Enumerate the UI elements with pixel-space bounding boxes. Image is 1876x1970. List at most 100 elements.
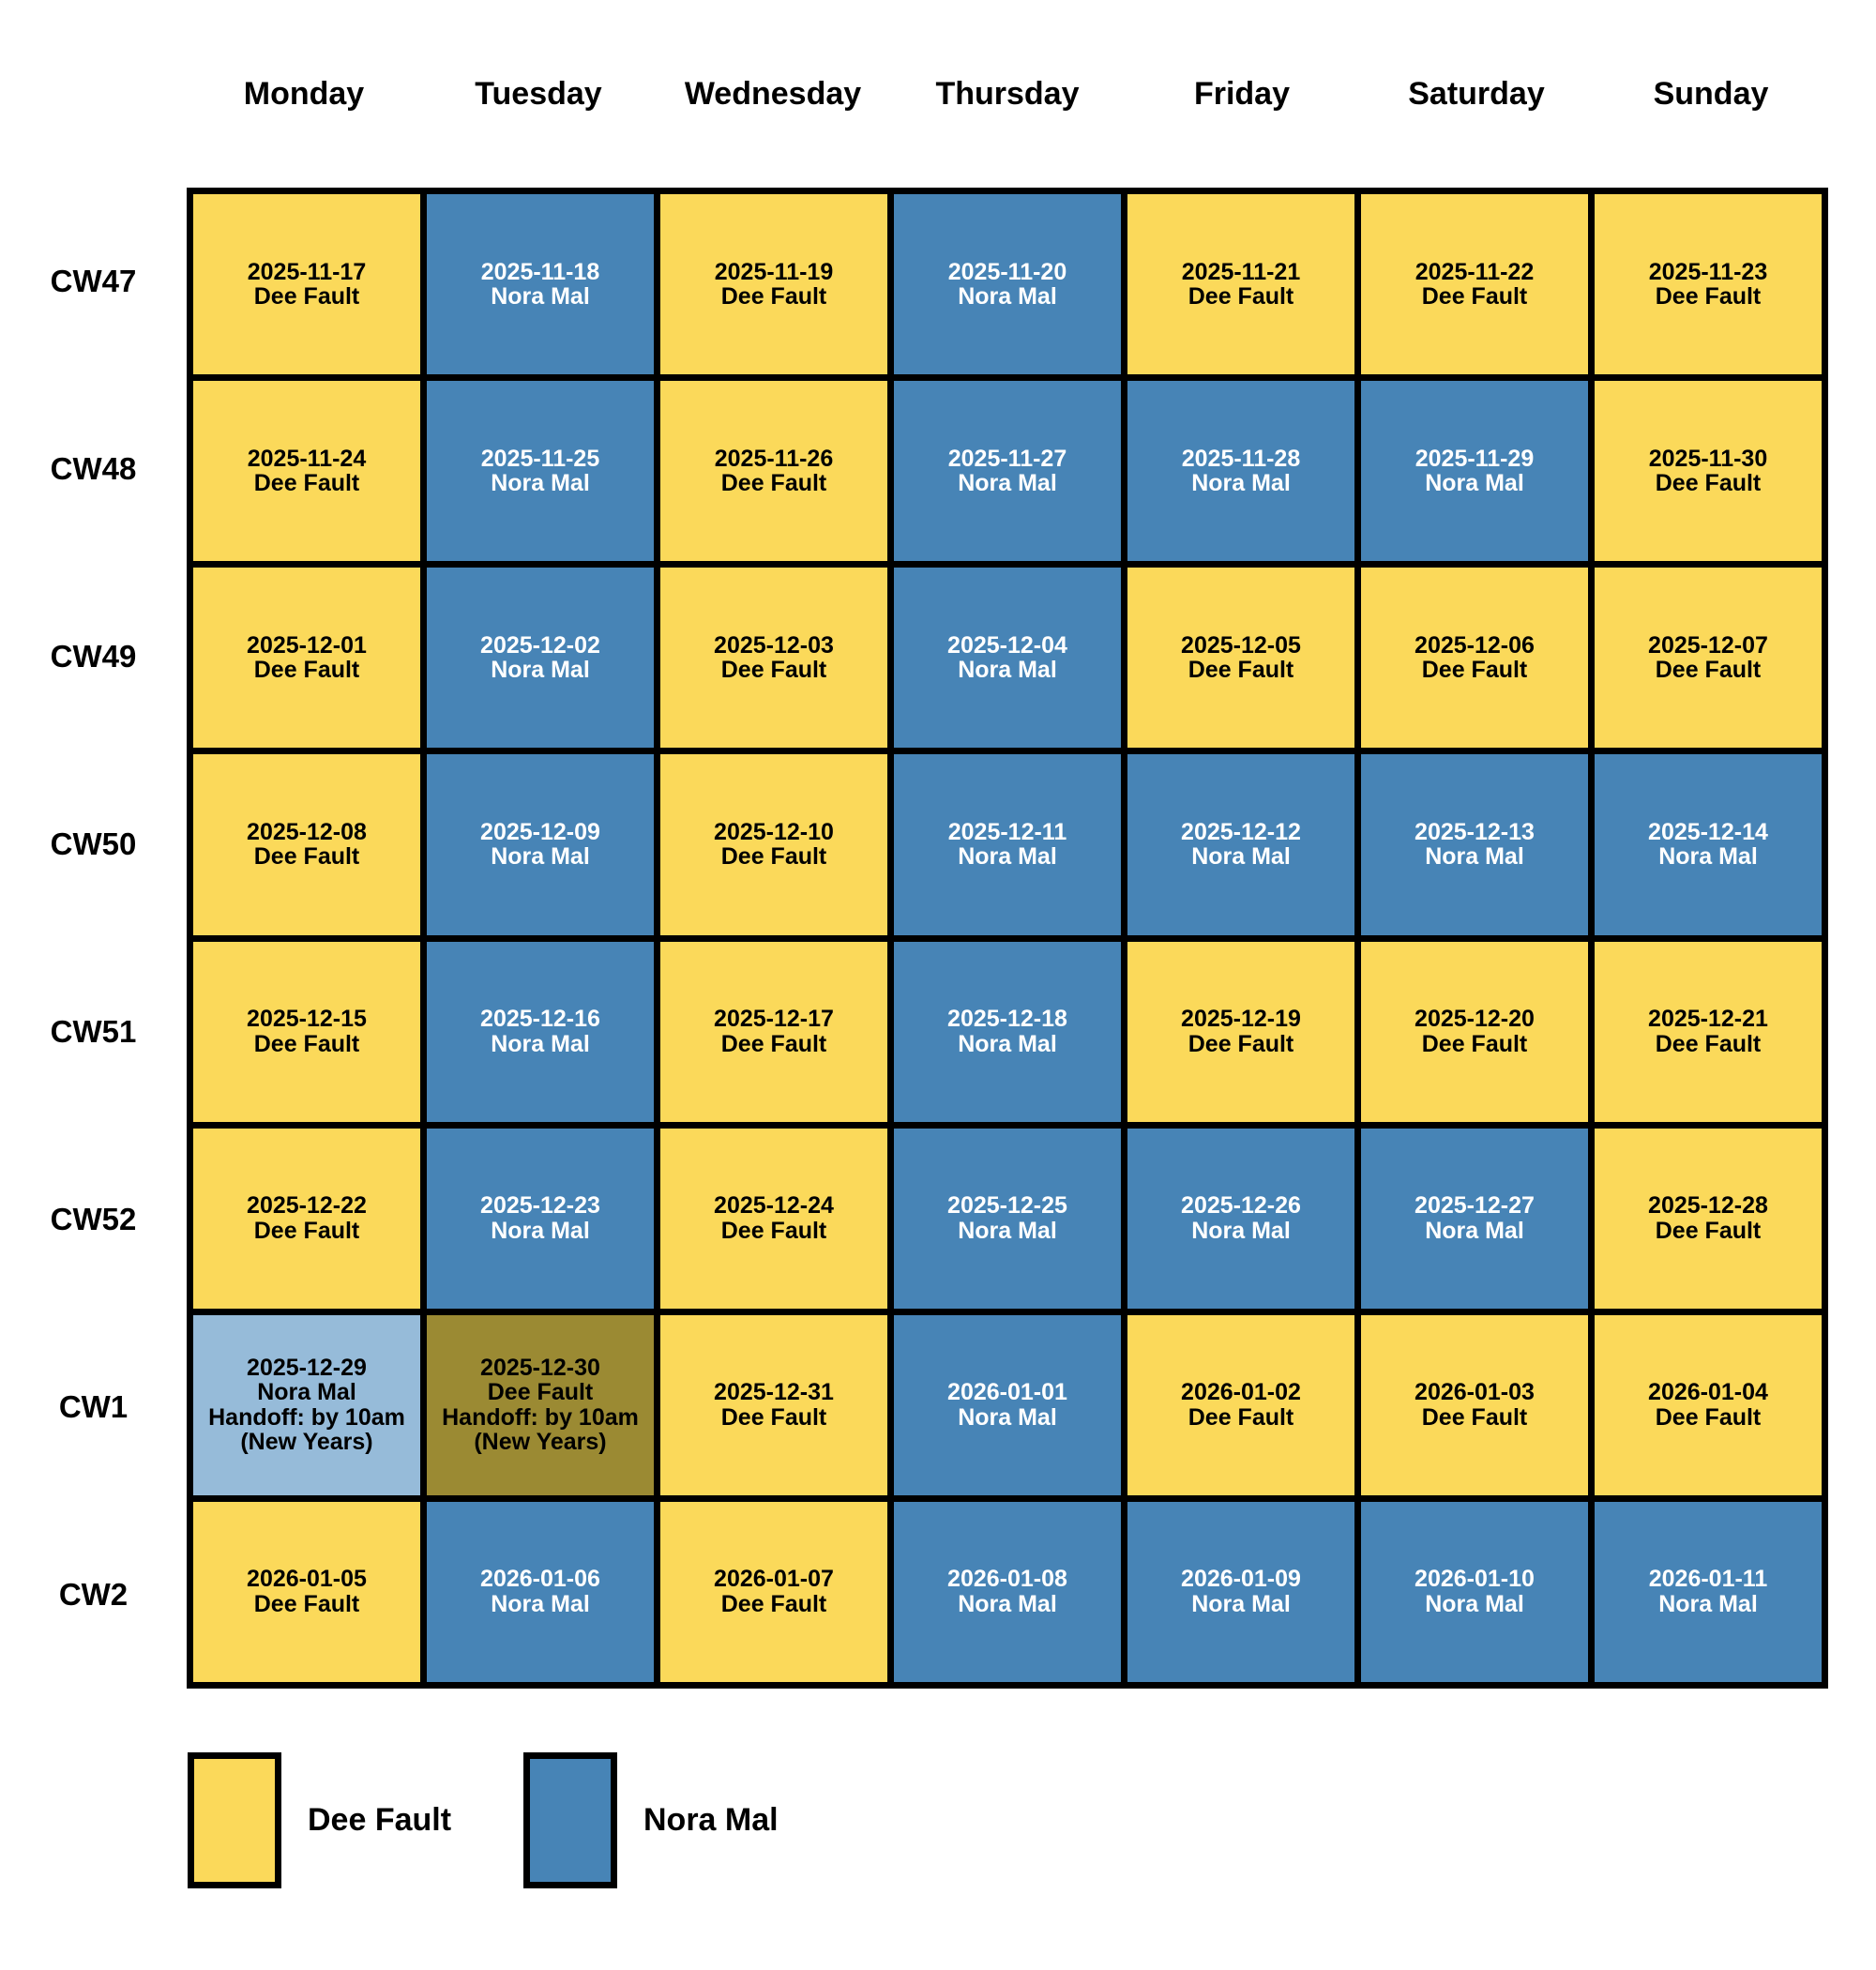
cell-date: 2025-12-26: [1181, 1192, 1301, 1220]
cell-assignee: Dee Fault: [720, 1590, 827, 1617]
weekday-header-thursday: Thursday: [935, 75, 1080, 112]
cell-assignee: Dee Fault: [1655, 470, 1762, 497]
day-cell: 2025-12-14 Nora Mal: [1595, 754, 1822, 935]
cell-assignee: Nora Mal: [1658, 1590, 1758, 1617]
day-cell: 2025-11-19 Dee Fault: [660, 194, 887, 375]
week-label-cw2: CW2: [58, 1577, 129, 1612]
day-cell: 2025-12-25 Nora Mal: [894, 1128, 1121, 1309]
cell-assignee: Nora Mal: [1191, 1217, 1291, 1244]
cell-date: 2025-12-27: [1415, 1192, 1535, 1220]
cell-date: 2025-12-20: [1415, 1006, 1535, 1033]
cell-date: 2025-12-24: [714, 1192, 834, 1220]
legend-label: Dee Fault: [308, 1802, 452, 1838]
week-label-cw47: CW47: [50, 264, 137, 298]
cell-assignee: Dee Fault: [1655, 657, 1762, 684]
cell-date: 2025-12-19: [1181, 1006, 1301, 1033]
day-cell: 2025-12-11 Nora Mal: [894, 754, 1121, 935]
day-cell: 2025-12-20 Dee Fault: [1361, 941, 1588, 1122]
day-cell: 2025-12-01 Dee Fault: [193, 568, 420, 749]
cell-date: 2025-11-29: [1415, 445, 1535, 472]
day-cell: 2025-12-06 Dee Fault: [1361, 568, 1588, 749]
day-cell: 2025-11-17 Dee Fault: [193, 194, 420, 375]
day-cell: 2025-11-30 Dee Fault: [1595, 381, 1822, 562]
day-cell: 2025-12-09 Nora Mal: [427, 754, 654, 935]
day-cell: 2026-01-03 Dee Fault: [1361, 1314, 1588, 1495]
cell-assignee: Nora Mal: [1191, 843, 1291, 871]
cell-date: 2025-11-28: [1181, 445, 1301, 472]
week-label-cw1: CW1: [58, 1389, 129, 1424]
cell-assignee: Nora Mal: [1425, 1590, 1524, 1617]
week-label-column: CW47 CW48 CW49 CW50 CW51 CW52 CW1 CW2: [0, 188, 187, 1689]
cell-date: 2025-12-04: [947, 631, 1067, 659]
day-cell: 2025-12-28 Dee Fault: [1595, 1128, 1822, 1309]
cell-date: 2025-12-02: [480, 631, 600, 659]
legend-swatch-nora-mal: [523, 1752, 617, 1888]
cell-note: (New Years): [240, 1429, 373, 1456]
week-label-cw48: CW48: [50, 451, 137, 486]
cell-assignee: Dee Fault: [1188, 657, 1294, 684]
cell-assignee: Dee Fault: [720, 1403, 827, 1431]
cell-assignee: Nora Mal: [958, 1590, 1057, 1617]
week-label-cw49: CW49: [50, 639, 137, 674]
cell-date: 2025-11-22: [1415, 258, 1535, 285]
cell-assignee: Dee Fault: [487, 1379, 594, 1406]
cell-date: 2026-01-09: [1181, 1566, 1301, 1593]
day-cell: 2025-12-18 Nora Mal: [894, 941, 1121, 1122]
cell-date: 2025-12-03: [714, 631, 834, 659]
cell-assignee: Dee Fault: [1188, 283, 1294, 311]
cell-date: 2025-11-24: [247, 445, 367, 472]
weekday-header-friday: Friday: [1193, 75, 1291, 112]
cell-assignee: Dee Fault: [1421, 283, 1528, 311]
cell-date: 2025-11-20: [947, 258, 1067, 285]
cell-date: 2025-12-05: [1181, 631, 1301, 659]
cell-assignee: Nora Mal: [958, 1030, 1057, 1057]
weekday-header-row: Monday Tuesday Wednesday Thursday Friday Satu…: [187, 47, 1828, 141]
cell-assignee: Nora Mal: [491, 1217, 590, 1244]
cell-assignee: Nora Mal: [1191, 470, 1291, 497]
cell-assignee: Dee Fault: [1188, 1030, 1294, 1057]
cell-assignee: Nora Mal: [958, 470, 1057, 497]
cell-assignee: Dee Fault: [253, 657, 360, 684]
cell-date: 2025-12-10: [714, 818, 834, 845]
day-cell: 2026-01-01 Nora Mal: [894, 1314, 1121, 1495]
legend-item-dee-fault: Dee Fault: [188, 1752, 451, 1888]
day-cell: 2026-01-09 Nora Mal: [1127, 1501, 1354, 1682]
cell-date: 2026-01-08: [947, 1566, 1067, 1593]
cell-assignee: Nora Mal: [958, 283, 1057, 311]
cell-assignee: Nora Mal: [491, 657, 590, 684]
cell-assignee: Dee Fault: [253, 843, 360, 871]
day-cell: 2026-01-11 Nora Mal: [1595, 1501, 1822, 1682]
cell-assignee: Dee Fault: [720, 470, 827, 497]
cell-date: 2026-01-05: [247, 1566, 367, 1593]
cell-assignee: Dee Fault: [1188, 1403, 1294, 1431]
cell-date: 2025-12-11: [947, 818, 1067, 845]
cell-assignee: Dee Fault: [253, 1590, 360, 1617]
day-cell: 2025-12-05 Dee Fault: [1127, 568, 1354, 749]
cell-assignee: Dee Fault: [720, 283, 827, 311]
cell-date: 2025-12-15: [247, 1006, 367, 1033]
weekday-header-wednesday: Wednesday: [684, 75, 862, 112]
cell-date: 2025-12-17: [714, 1006, 834, 1033]
cell-assignee: Dee Fault: [720, 1030, 827, 1057]
cell-date: 2025-12-28: [1648, 1192, 1768, 1220]
day-cell: 2025-12-17 Dee Fault: [660, 941, 887, 1122]
day-cell: 2026-01-08 Nora Mal: [894, 1501, 1121, 1682]
cell-date: 2025-11-27: [947, 445, 1067, 472]
cell-date: 2025-11-23: [1648, 258, 1768, 285]
cell-date: 2026-01-10: [1415, 1566, 1535, 1593]
cell-assignee: Nora Mal: [1658, 843, 1758, 871]
cell-assignee: Dee Fault: [720, 657, 827, 684]
day-cell: 2025-12-08 Dee Fault: [193, 754, 420, 935]
day-cell: 2025-11-21 Dee Fault: [1127, 194, 1354, 375]
day-cell: 2025-12-19 Dee Fault: [1127, 941, 1354, 1122]
weekday-header-monday: Monday: [243, 75, 365, 112]
day-cell: 2026-01-10 Nora Mal: [1361, 1501, 1588, 1682]
cell-date: 2025-11-18: [480, 258, 600, 285]
cell-date: 2026-01-04: [1648, 1379, 1768, 1406]
day-cell: 2026-01-05 Dee Fault: [193, 1501, 420, 1682]
cell-date: 2025-12-13: [1415, 818, 1535, 845]
cell-date: 2026-01-01: [947, 1379, 1067, 1406]
cell-assignee: Nora Mal: [1425, 470, 1524, 497]
cell-assignee: Nora Mal: [491, 1030, 590, 1057]
day-cell: 2025-11-26 Dee Fault: [660, 381, 887, 562]
